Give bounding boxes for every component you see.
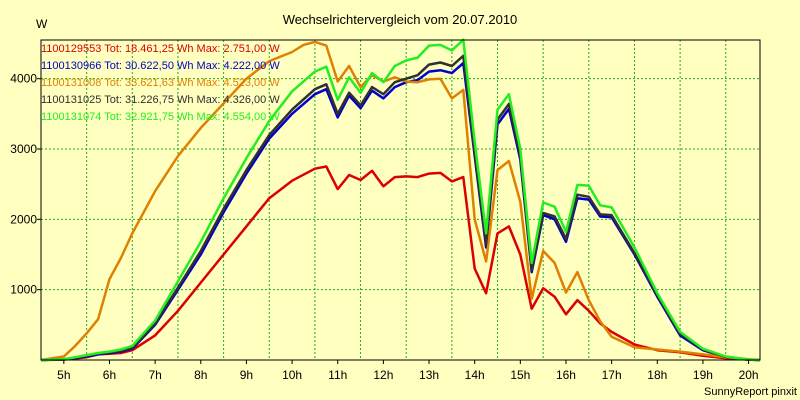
legend: 1100129553 Tot: 18.461,25 Wh Max: 2.751,… [41, 43, 280, 123]
legend-entry-1100131074: 1100131074 Tot: 32.921,75 Wh Max: 4.554,… [41, 111, 280, 123]
x-tick-label: 19h [693, 368, 713, 382]
credit-label: SunnyReport pinxit [704, 386, 797, 398]
x-tick-label: 13h [419, 368, 439, 382]
x-axis-ticks: 5h 6h 7h 8h 9h 10h 11h 12h 13h 14h 15h 16h 17h 18h 19h… [57, 360, 759, 382]
x-tick-label: 15h [510, 368, 530, 382]
series-lines [40, 38, 761, 362]
chart-title: Wechselrichtervergleich vom 20.07.2010 [283, 12, 518, 27]
x-tick-label: 5h [57, 368, 70, 382]
x-tick-label: 17h [602, 368, 622, 382]
series-line-1100131074 [40, 38, 761, 362]
x-tick-label: 8h [194, 368, 207, 382]
y-axis-label: W [36, 17, 48, 31]
x-tick-label: 11h [328, 368, 347, 382]
y-tick-label: 1000 [10, 283, 37, 297]
series-line-1100131008 [40, 40, 761, 362]
x-tick-label: 20h [739, 368, 759, 382]
x-tick-label: 9h [240, 368, 253, 382]
x-tick-label: 18h [647, 368, 667, 382]
x-tick-label: 7h [148, 368, 161, 382]
series-line-1100130966 [40, 61, 761, 362]
x-tick-label: 12h [373, 368, 393, 382]
legend-entry-1100131008: 1100131008 Tot: 33.621,63 Wh Max: 4.523,… [41, 77, 280, 89]
x-tick-label: 14h [465, 368, 485, 382]
x-tick-label: 16h [556, 368, 576, 382]
plot-frame [40, 39, 761, 361]
legend-entry-1100131025: 1100131025 Tot: 31.226,75 Wh Max: 4.326,… [41, 94, 280, 106]
y-axis-ticks: 1000 2000 3000 4000 [10, 72, 41, 297]
x-tick-label: 6h [103, 368, 116, 382]
legend-entry-1100129553: 1100129553 Tot: 18.461,25 Wh Max: 2.751,… [41, 43, 280, 55]
y-tick-label: 2000 [10, 212, 37, 226]
y-tick-label: 3000 [10, 142, 37, 156]
legend-entry-1100130966: 1100130966 Tot: 30.622,50 Wh Max: 4.222,… [41, 60, 280, 72]
y-tick-label: 4000 [10, 72, 37, 86]
series-line-1100131025 [40, 54, 761, 362]
x-tick-label: 10h [282, 368, 302, 382]
